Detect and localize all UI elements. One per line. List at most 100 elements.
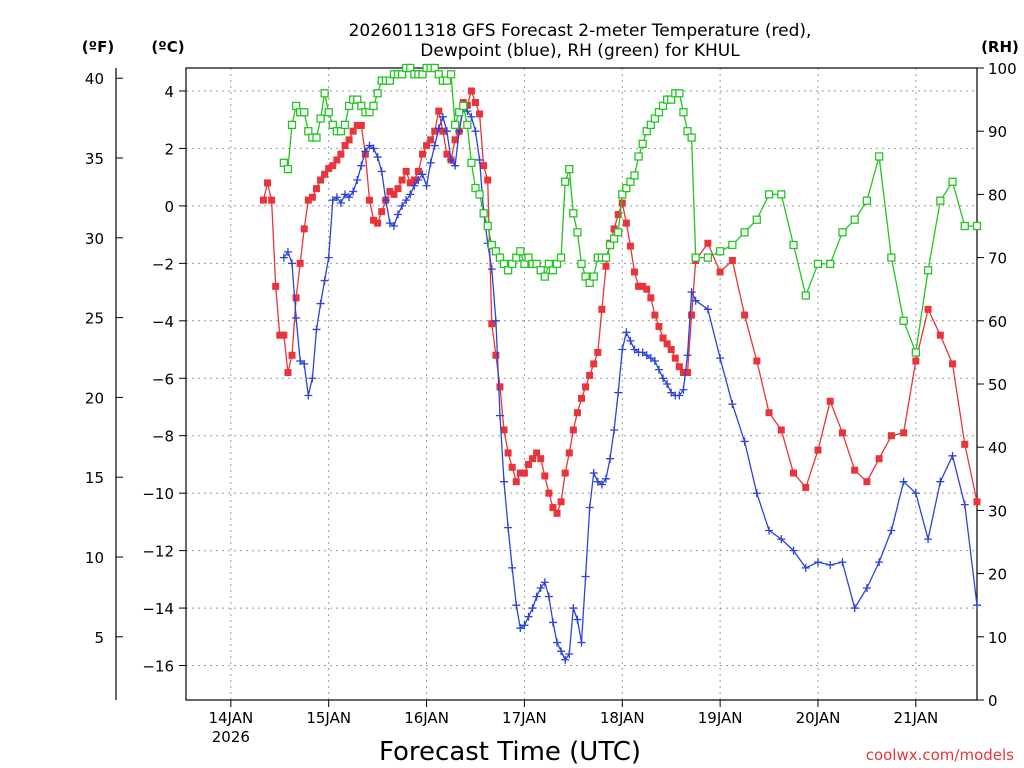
dewpoint-point: [365, 141, 374, 150]
rh-point: [850, 215, 859, 224]
temperature-point: [394, 185, 402, 193]
dewpoint-point: [618, 345, 627, 354]
temperature-point: [341, 142, 349, 150]
dewpoint-point: [683, 351, 692, 360]
temperature-point: [639, 282, 647, 290]
dewpoint-point: [467, 112, 476, 121]
dewpoint-point: [826, 560, 835, 569]
temperature-point: [508, 463, 516, 471]
dewpoint-point: [601, 474, 610, 483]
temperature-point: [777, 426, 785, 434]
temperature-point: [406, 179, 414, 187]
dewpoint-point: [838, 558, 847, 567]
chart-title-line2: Dewpoint (blue), RH (green) for KHUL: [420, 41, 740, 61]
celsius-tick-label: 4: [164, 83, 174, 101]
fahrenheit-tick-label: 35: [85, 150, 104, 168]
rh-point: [320, 89, 329, 98]
x-tick-label: 21JAN: [893, 709, 938, 727]
fahrenheit-tick-label: 40: [85, 70, 104, 88]
fahrenheit-tick-label: 15: [85, 469, 104, 487]
temperature-line: [262, 88, 978, 515]
dewpoint-point: [777, 535, 786, 544]
rh-point: [752, 215, 761, 224]
rh-point: [715, 247, 725, 256]
temperature-point: [268, 196, 276, 204]
temperature-point: [533, 449, 541, 457]
temperature-point: [288, 351, 296, 359]
rh-tick-label: 90: [988, 123, 1007, 141]
dewpoint-point: [687, 288, 696, 297]
temperature-point: [386, 188, 394, 196]
celsius-tick-label: −12: [142, 543, 174, 561]
dewpoint-point: [414, 176, 423, 185]
dewpoint-point: [911, 489, 920, 498]
temperature-point: [259, 196, 267, 204]
dewpoint-point: [524, 612, 533, 621]
dewpoint-point: [716, 354, 725, 363]
dewpoint-point: [422, 181, 431, 190]
x-tick-label: 19JAN: [698, 709, 743, 727]
rh-tick-label: 80: [988, 186, 1007, 204]
rh-point: [789, 240, 798, 250]
temperature-point: [541, 472, 549, 480]
dewpoint-point: [357, 161, 366, 170]
dewpoint-point: [312, 325, 321, 334]
dewpoint-point: [862, 583, 871, 592]
temperature-point: [578, 394, 585, 402]
dewpoint-point: [585, 503, 594, 512]
dewpoint-point: [316, 299, 325, 308]
dewpoint-point: [813, 558, 822, 567]
grid-layer: [186, 68, 977, 700]
rh-tick-label: 50: [988, 376, 1007, 394]
rh-point: [540, 272, 549, 281]
temperature-point: [582, 383, 590, 391]
dewpoint-point: [475, 155, 484, 164]
dewpoint-point: [324, 253, 333, 262]
temperature-point: [492, 351, 500, 359]
rh-tick-label: 70: [988, 250, 1007, 268]
dewpoint-point: [336, 199, 345, 208]
dewpoint-point: [536, 583, 545, 592]
temperature-point: [520, 469, 528, 477]
rh-point: [614, 228, 623, 237]
dewpoint-point: [504, 523, 513, 532]
temperature-point: [402, 167, 410, 175]
dewpoint-point: [512, 601, 521, 610]
celsius-tick-label: −10: [142, 485, 174, 503]
temperature-point: [284, 369, 292, 377]
rh-point: [691, 253, 700, 262]
rh-tick-label: 60: [988, 313, 1007, 331]
temperature-point: [549, 504, 557, 512]
celsius-tick-label: −4: [152, 313, 174, 331]
rh-point: [316, 114, 325, 123]
temperature-point: [586, 371, 594, 379]
rh-point: [634, 152, 643, 161]
celsius-tick-label: −16: [142, 658, 174, 676]
dewpoint-point: [410, 181, 419, 190]
dewpoint-point: [451, 161, 460, 170]
x-tick-label: 17JAN: [502, 709, 547, 727]
dewpoint-point: [565, 650, 574, 659]
temperature-point: [753, 357, 761, 365]
temperature-point: [704, 239, 712, 247]
rh-point: [948, 177, 957, 186]
dewpoint-point: [328, 196, 337, 205]
temperature-point: [414, 167, 422, 175]
dewpoint-point: [573, 615, 582, 624]
temperature-point: [329, 162, 337, 170]
dewpoint-point: [442, 127, 451, 136]
dewpoint-point: [626, 336, 635, 345]
temperature-point: [292, 294, 300, 302]
dewpoint-point: [520, 621, 529, 630]
rh-point: [556, 253, 566, 262]
series-layer: [259, 63, 982, 664]
temperature-point: [814, 446, 822, 454]
credit-text: coolwx.com/models: [866, 746, 1014, 764]
dewpoint-point: [279, 253, 288, 262]
rh-point: [446, 70, 456, 79]
temperature-point: [365, 196, 373, 204]
temperature-point: [631, 268, 639, 276]
rh-point: [561, 177, 570, 186]
dewpoint-point: [960, 500, 969, 509]
dewpoint-point: [675, 391, 684, 400]
